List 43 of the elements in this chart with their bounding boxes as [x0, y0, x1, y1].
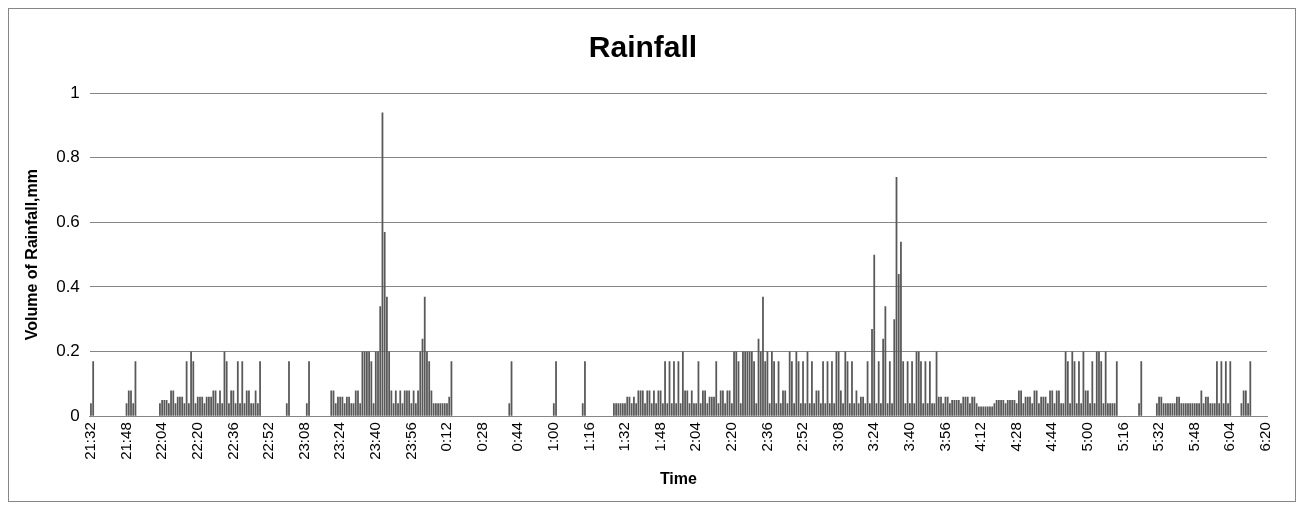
x-tick-label: 4:28 [1006, 422, 1024, 452]
x-tick-label: 0:28 [472, 422, 490, 452]
x-tick-label: 23:40 [365, 422, 383, 460]
x-tick-label: 2:04 [686, 422, 704, 452]
x-tick-label: 2:52 [793, 422, 811, 452]
x-tick-label: 6:04 [1220, 422, 1238, 452]
y-tick-label: 0.8 [56, 147, 80, 167]
chart-title: Rainfall [588, 30, 698, 64]
x-tick-label: 1:48 [650, 422, 668, 452]
x-tick-label: 3:08 [828, 422, 846, 452]
x-tick-label: 0:44 [508, 422, 526, 452]
y-tick-label: 0.4 [56, 276, 80, 296]
x-tick-label: 5:32 [1149, 422, 1167, 452]
y-tick-label: 0.6 [56, 211, 80, 231]
y-axis-title: Volume of Rainfall,mm [23, 168, 41, 341]
x-tick-label: 5:16 [1113, 422, 1131, 452]
x-tick-label: 4:44 [1042, 422, 1060, 452]
x-tick-label: 1:00 [543, 422, 561, 452]
x-tick-label: 1:32 [615, 422, 633, 452]
x-tick-label: 23:56 [401, 422, 419, 460]
x-tick-label: 2:20 [721, 422, 739, 452]
x-tick-label: 23:08 [294, 422, 312, 460]
x-axis-title: Time [659, 469, 698, 487]
x-tick-label: 5:00 [1078, 422, 1096, 452]
x-tick-label: 22:52 [259, 422, 277, 460]
x-tick-label: 5:48 [1184, 422, 1202, 452]
x-tick-label: 3:24 [864, 422, 882, 452]
x-tick-label: 0:12 [437, 422, 455, 452]
y-tick-label: 0.2 [56, 341, 80, 361]
y-tick-label: 0 [70, 405, 80, 425]
x-tick-label: 2:36 [757, 422, 775, 452]
y-tick-label: 1 [70, 82, 80, 102]
x-tick-label: 22:04 [152, 422, 170, 460]
x-tick-label: 21:48 [116, 422, 134, 460]
x-tick-label: 4:12 [971, 422, 989, 452]
x-tick-label: 22:20 [187, 422, 205, 460]
x-tick-label: 3:56 [935, 422, 953, 452]
x-tick-label: 3:40 [899, 422, 917, 452]
x-tick-label: 23:24 [330, 422, 348, 460]
x-tick-label: 22:36 [223, 422, 241, 460]
x-tick-label: 1:16 [579, 422, 597, 452]
x-tick-label: 21:32 [81, 422, 99, 460]
x-tick-label: 6:20 [1256, 422, 1274, 452]
